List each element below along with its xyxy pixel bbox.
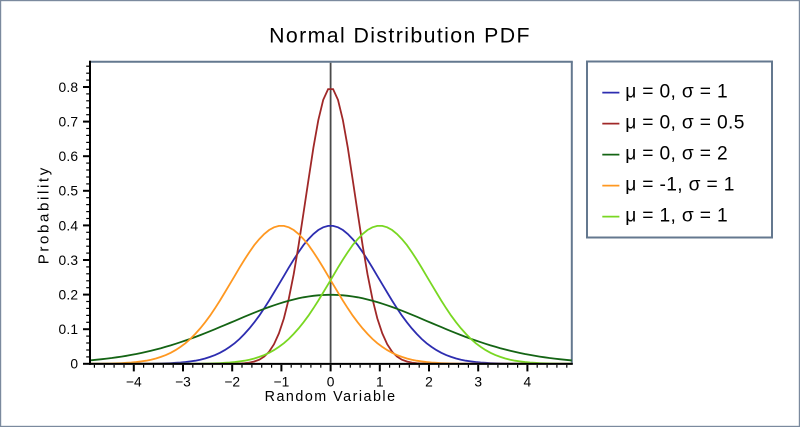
svg-text:Random Variable: Random Variable	[265, 389, 397, 405]
svg-text:Probability: Probability	[35, 165, 52, 264]
svg-text:−1: −1	[274, 374, 290, 389]
svg-text:0.7: 0.7	[59, 115, 79, 130]
svg-text:−3: −3	[175, 374, 191, 389]
svg-text:0.6: 0.6	[59, 149, 79, 164]
svg-text:0: 0	[70, 357, 78, 372]
svg-text:μ = -1, σ = 1: μ = -1, σ = 1	[625, 175, 735, 196]
svg-text:4: 4	[524, 374, 532, 389]
svg-text:1: 1	[376, 374, 384, 389]
svg-text:3: 3	[474, 374, 482, 389]
svg-text:Normal Distribution PDF: Normal Distribution PDF	[269, 24, 531, 48]
svg-text:2: 2	[425, 374, 433, 389]
svg-text:0.4: 0.4	[59, 218, 79, 233]
svg-text:0.1: 0.1	[59, 322, 79, 337]
svg-text:−2: −2	[224, 374, 240, 389]
svg-text:μ = 0, σ = 2: μ = 0, σ = 2	[625, 144, 728, 165]
svg-text:0.5: 0.5	[59, 184, 79, 199]
svg-text:0.2: 0.2	[59, 288, 79, 303]
svg-text:0.3: 0.3	[59, 253, 79, 268]
svg-text:0: 0	[327, 374, 335, 389]
svg-text:0.8: 0.8	[59, 80, 79, 95]
svg-text:−4: −4	[126, 374, 142, 389]
svg-text:μ = 0, σ = 0.5: μ = 0, σ = 0.5	[625, 113, 745, 134]
svg-text:μ = 1, σ = 1: μ = 1, σ = 1	[625, 206, 728, 227]
svg-text:μ = 0, σ = 1: μ = 0, σ = 1	[625, 82, 728, 103]
